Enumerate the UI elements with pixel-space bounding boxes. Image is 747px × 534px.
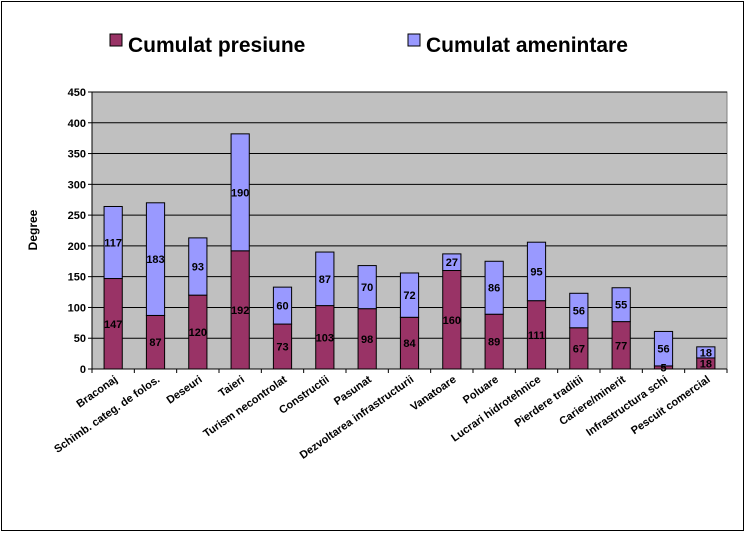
bar-amenintare (611, 287, 631, 323)
data-label-presiune: 73 (276, 342, 288, 354)
x-tick-label: Vanatoare (409, 374, 459, 414)
bar-amenintare (357, 265, 377, 310)
data-label-presiune: 103 (316, 332, 334, 344)
data-label-amenintare: 86 (488, 283, 500, 295)
bar-amenintare (569, 292, 589, 329)
data-label-presiune: 111 (528, 330, 545, 342)
y-tick-label: 400 (68, 118, 86, 130)
y-tick-label: 250 (68, 210, 86, 222)
y-axis-title: Degree (26, 209, 40, 250)
data-label-amenintare: 56 (573, 306, 585, 318)
bar-amenintare (484, 260, 504, 315)
y-axis: 0 50 100 150 200 250 300 350 400 450 (68, 87, 93, 376)
bar-amenintare (442, 253, 462, 272)
data-label-presiune: 87 (149, 337, 161, 349)
bar-amenintare (696, 346, 716, 359)
bar-amenintare (188, 237, 208, 296)
data-label-presiune: 98 (361, 334, 373, 346)
legend: Cumulat presiune Cumulat amenintare (109, 33, 628, 57)
data-label-amenintare: 55 (615, 300, 627, 312)
x-tick-label: Taieri (217, 374, 247, 400)
data-label-presiune: 120 (189, 327, 207, 339)
data-label-amenintare: 93 (192, 262, 204, 274)
x-tick-label: Deseuri (165, 374, 205, 407)
x-tick-label: Pescuit comercial (629, 374, 713, 437)
bar-amenintare (653, 330, 674, 367)
bar-amenintare (145, 202, 166, 316)
data-label-amenintare: 27 (446, 257, 458, 269)
bar-amenintare (399, 272, 420, 318)
data-label-amenintare: 70 (361, 282, 373, 294)
y-tick-label: 350 (68, 149, 86, 161)
bar-amenintare (272, 286, 293, 325)
bar-amenintare (526, 241, 547, 302)
data-label-amenintare: 60 (276, 301, 288, 313)
data-label-presiune: 18 (700, 358, 712, 370)
legend-label-presiune: Cumulat presiune (128, 34, 305, 57)
data-label-presiune: 160 (443, 315, 461, 327)
y-tick-label: 0 (80, 364, 86, 376)
legend-swatch-amenintare (407, 33, 421, 47)
data-label-amenintare: 18 (700, 347, 712, 359)
y-tick-label: 450 (68, 87, 86, 99)
data-label-amenintare: 117 (104, 238, 122, 250)
data-label-presiune: 192 (231, 305, 249, 317)
data-label-amenintare: 95 (530, 266, 542, 278)
data-label-amenintare: 87 (319, 274, 331, 286)
bars: 147 117 87 183 120 93 192 190 73 60 103 87 98 70 84 72 1… (103, 133, 716, 374)
bar-amenintare (103, 205, 123, 280)
data-label-amenintare: 190 (231, 187, 249, 199)
data-label-presiune: 89 (488, 337, 500, 349)
data-label-presiune: 67 (573, 343, 585, 355)
legend-swatch-presiune (109, 33, 123, 47)
y-tick-label: 200 (68, 241, 86, 253)
data-label-amenintare: 72 (403, 290, 415, 302)
data-label-presiune: 5 (660, 362, 666, 374)
data-label-presiune: 84 (403, 338, 416, 350)
bar-amenintare (315, 251, 335, 307)
data-label-presiune: 147 (104, 319, 122, 331)
bar-amenintare (230, 133, 250, 252)
data-label-amenintare: 56 (657, 344, 669, 356)
data-label-presiune: 77 (615, 340, 627, 352)
y-tick-label: 100 (68, 302, 86, 314)
legend-label-amenintare: Cumulat amenintare (426, 34, 628, 57)
y-tick-label: 50 (74, 333, 86, 345)
y-tick-label: 300 (68, 179, 86, 191)
data-label-amenintare: 183 (146, 254, 164, 266)
y-tick-label: 150 (68, 272, 86, 284)
